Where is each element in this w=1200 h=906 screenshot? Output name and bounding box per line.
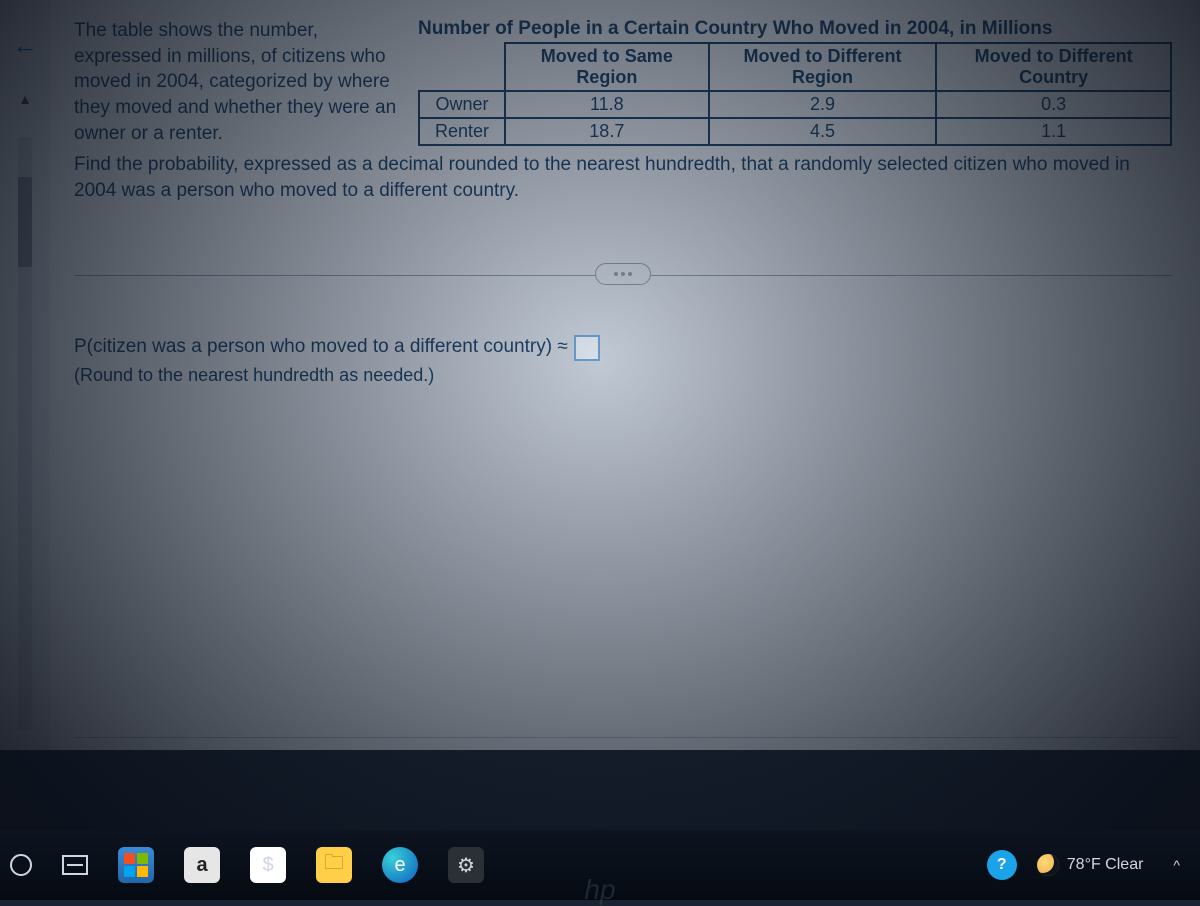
section-divider — [74, 263, 1172, 287]
data-table-block: Number of People in a Certain Country Wh… — [418, 18, 1172, 146]
cell-1-2: 1.1 — [936, 118, 1171, 145]
row-label-0: Owner — [419, 91, 505, 118]
edge-browser-icon[interactable]: e — [382, 847, 418, 883]
microsoft-store-icon[interactable]: $ — [250, 847, 286, 883]
left-nav: ← ▲ — [0, 0, 50, 750]
scroll-up-icon[interactable]: ▲ — [18, 91, 32, 107]
row-label-1: Renter — [419, 118, 505, 145]
scrollbar-thumb[interactable] — [18, 177, 32, 267]
help-badge-icon[interactable]: ? — [987, 850, 1017, 880]
table-corner-blank — [419, 43, 505, 91]
store-app-icon[interactable] — [118, 847, 154, 883]
taskbar: a $ 🗀 e ⚙ ? 78°F Clear ^ — [0, 830, 1200, 900]
tray-chevron-up-icon[interactable]: ^ — [1163, 857, 1190, 873]
answer-area: P(citizen was a person who moved to a di… — [74, 333, 1172, 389]
col-header-1: Moved to Different Region — [709, 43, 937, 91]
store-glyph: $ — [262, 854, 273, 877]
cell-0-1: 2.9 — [709, 91, 937, 118]
app-a-icon[interactable]: a — [184, 847, 220, 883]
scrollbar-track[interactable] — [18, 137, 32, 730]
problem-question-text: Find the probability, expressed as a dec… — [74, 152, 1172, 203]
weather-widget[interactable]: 78°F Clear — [1037, 854, 1144, 876]
table-row: Owner 11.8 2.9 0.3 — [419, 91, 1171, 118]
settings-icon[interactable]: ⚙ — [448, 847, 484, 883]
problem-intro-text: The table shows the number, expressed in… — [74, 18, 404, 146]
cell-1-1: 4.5 — [709, 118, 937, 145]
cell-0-0: 11.8 — [505, 91, 709, 118]
rounding-note: (Round to the nearest hundredth as neede… — [74, 362, 1172, 389]
answer-label: P(citizen was a person who moved to a di… — [74, 333, 568, 362]
table-title: Number of People in a Certain Country Wh… — [418, 18, 1172, 40]
cell-0-2: 0.3 — [936, 91, 1171, 118]
problem-content: The table shows the number, expressed in… — [50, 0, 1200, 750]
answer-input[interactable] — [574, 335, 600, 361]
expand-pill-icon[interactable] — [595, 263, 651, 285]
back-arrow-icon[interactable]: ← — [12, 30, 38, 61]
weather-text: 78°F Clear — [1067, 856, 1144, 874]
col-header-2: Moved to Different Country — [936, 43, 1171, 91]
cell-1-0: 18.7 — [505, 118, 709, 145]
table-row: Renter 18.7 4.5 1.1 — [419, 118, 1171, 145]
taskview-icon[interactable] — [62, 855, 88, 875]
data-table: Moved to Same Region Moved to Different … — [418, 42, 1172, 146]
bottom-divider — [74, 737, 1180, 738]
homework-window: ← ▲ The table shows the number, expresse… — [0, 0, 1200, 750]
col-header-0: Moved to Same Region — [505, 43, 709, 91]
start-icon[interactable] — [10, 854, 32, 876]
moon-icon — [1037, 854, 1059, 876]
file-explorer-icon[interactable]: 🗀 — [316, 847, 352, 883]
